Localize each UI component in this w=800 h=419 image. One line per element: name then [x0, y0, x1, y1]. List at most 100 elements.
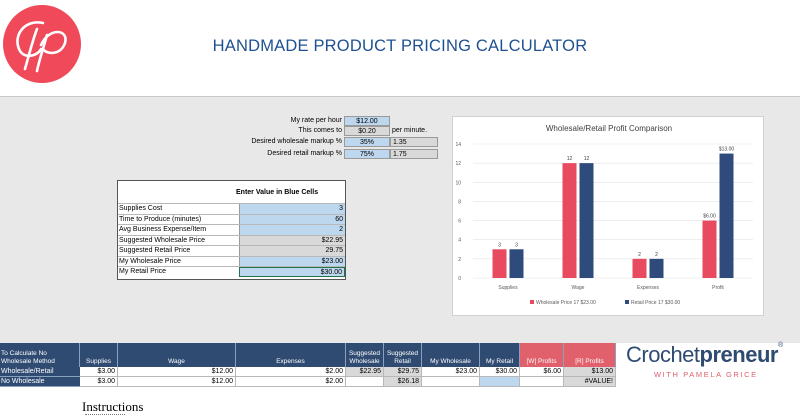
suggested-wholesale-label: Suggested Wholesale Price: [119, 236, 205, 244]
header-supplies: Supplies: [80, 343, 118, 367]
data-label: $6.00: [703, 214, 716, 220]
cell-supplies: $3.00: [80, 367, 118, 377]
cell-suggested-wholesale: [346, 377, 384, 387]
header-wage: Wage: [118, 343, 236, 367]
cell-supplies: $3.00: [80, 377, 118, 387]
legend-swatch-wholesale: [530, 300, 534, 304]
x-tick-label: Profit: [712, 285, 724, 291]
suggested-retail-value: 29.75: [239, 246, 345, 256]
header: HANDMADE PRODUCT PRICING CALCULATOR: [0, 0, 800, 96]
retail-multiplier: 1.75: [390, 149, 438, 159]
header-suggested-retail: Suggested Retail: [384, 343, 422, 367]
cell-suggested-retail: $29.75: [384, 367, 422, 377]
my-retail-input[interactable]: $30.00: [239, 267, 345, 277]
y-tick-label: 2: [458, 257, 461, 263]
instructions-heading: Instructions: [82, 399, 144, 414]
rate-input[interactable]: $12.00: [344, 116, 390, 126]
cell-wage: $12.00: [118, 377, 236, 387]
header-w-profits: [W] Profits: [520, 343, 564, 367]
suggested-wholesale-value: $22.95: [239, 235, 345, 246]
chart-title: Wholesale/Retail Profit Comparison: [546, 124, 672, 133]
data-label: 3: [515, 242, 518, 248]
retail-markup-input[interactable]: 75%: [344, 149, 390, 159]
cell-expenses: $2.00: [236, 367, 346, 377]
cell-r-profits: $13.00: [564, 367, 616, 377]
suggested-retail-label: Suggested Retail Price: [119, 247, 191, 254]
table-row: Supplies Cost 3: [118, 203, 345, 214]
cell-w-profits: $6.00: [520, 367, 564, 377]
legend-swatch-retail: [625, 300, 629, 304]
bar-wholesale-wage: [562, 163, 577, 278]
cell-w-profits: [520, 377, 564, 387]
table-row: Time to Produce (minutes) 60: [118, 213, 345, 225]
divider: [85, 414, 125, 416]
bar-wholesale-expenses: [632, 258, 647, 278]
per-minute-value: $0.20: [344, 126, 390, 136]
supplies-cost-label: Supplies Cost: [119, 205, 163, 212]
legend-label-retail: Retail Price 17 $30.00: [631, 300, 680, 306]
y-tick-label: 14: [455, 142, 461, 148]
time-to-produce-input[interactable]: 60: [239, 214, 345, 225]
brand-name: Crochetpreneur®: [626, 342, 783, 368]
crochetpreneur-brand: Crochetpreneur® WITH PAMELA GRICE: [626, 342, 800, 382]
legend-label-wholesale: Wholesale Price 17 $23.00: [536, 300, 596, 306]
header-method: To Calculate No Wholesale Method: [0, 343, 80, 367]
x-tick-label: Supplies: [498, 285, 518, 291]
product-input-table: Enter Value in Blue Cells Supplies Cost …: [117, 180, 346, 280]
cell-suggested-wholesale: $22.95: [346, 367, 384, 377]
cell-suggested-retail: $26.18: [384, 377, 422, 387]
business-expense-label: Avg Business Expense/Item: [119, 226, 207, 233]
cell-my-wholesale: [422, 377, 480, 387]
comes-to-label: This comes to: [298, 127, 342, 134]
profit-comparison-chart[interactable]: Wholesale/Retail Profit Comparison 0 2 4 6 8 1…: [452, 116, 764, 316]
brand-name-light: Crochet: [626, 342, 700, 367]
time-to-produce-label: Time to Produce (minutes): [119, 215, 202, 223]
table-row: Suggested Wholesale Price $22.95: [118, 234, 345, 246]
chart-svg: Wholesale/Retail Profit Comparison 0 2 4 6 8 1…: [455, 124, 753, 306]
rate-label: My rate per hour: [290, 117, 342, 124]
per-minute-label: per minute.: [392, 127, 428, 134]
input-table-heading: Enter Value in Blue Cells: [236, 189, 319, 196]
cell-my-retail: $30.00: [480, 367, 520, 377]
wholesale-markup-input[interactable]: 35%: [344, 137, 390, 147]
supplies-cost-input[interactable]: 3: [239, 204, 345, 214]
data-label: 12: [584, 156, 590, 162]
brand-subtitle: WITH PAMELA GRICE: [654, 370, 758, 379]
header-my-wholesale: My Wholesale: [422, 343, 480, 367]
y-tick-label: 12: [455, 161, 461, 167]
y-tick-label: 8: [458, 199, 461, 205]
registered-mark: ®: [777, 342, 783, 349]
cell-expenses: $2.00: [236, 377, 346, 387]
bar-retail-profit: [719, 153, 734, 278]
my-wholesale-label: My Wholesale Price: [119, 257, 181, 265]
brand-name-bold: preneur: [699, 342, 779, 367]
y-tick-label: 0: [458, 276, 461, 282]
data-label: $13.00: [719, 147, 735, 153]
row-label: No Wholesale: [0, 377, 80, 387]
bar-retail-expenses: [649, 258, 664, 278]
logo-monogram-icon: [16, 21, 67, 73]
y-tick-label: 10: [455, 180, 461, 186]
row-label: Wholesale/Retail: [0, 367, 80, 377]
cell-wage: $12.00: [118, 367, 236, 377]
comparison-table: To Calculate No Wholesale Method Supplie…: [0, 343, 800, 419]
table-row: Avg Business Expense/Item 2: [118, 224, 345, 235]
data-label: 2: [655, 252, 658, 258]
wholesale-multiplier: 1.35: [390, 137, 438, 147]
my-wholesale-input[interactable]: $23.00: [239, 256, 345, 267]
table-row: Suggested Retail Price 29.75: [118, 245, 345, 256]
header-suggested-wholesale: Suggested Wholesale: [346, 343, 384, 367]
y-tick-label: 4: [458, 238, 461, 244]
x-tick-label: Wage: [572, 285, 585, 291]
retail-markup-label: Desired retail markup %: [267, 150, 342, 157]
table-row: My Retail Price $30.00: [118, 266, 345, 277]
cell-r-profits: #VALUE!: [564, 377, 616, 387]
business-expense-input[interactable]: 2: [239, 225, 345, 235]
header-expenses: Expenses: [236, 343, 346, 367]
y-tick-label: 6: [458, 219, 461, 225]
data-label: 12: [567, 156, 573, 162]
bar-retail-wage: [579, 163, 594, 278]
x-tick-label: Expenses: [637, 285, 659, 291]
cell-my-retail[interactable]: [480, 377, 520, 387]
header-my-retail: My Retail: [480, 343, 520, 367]
